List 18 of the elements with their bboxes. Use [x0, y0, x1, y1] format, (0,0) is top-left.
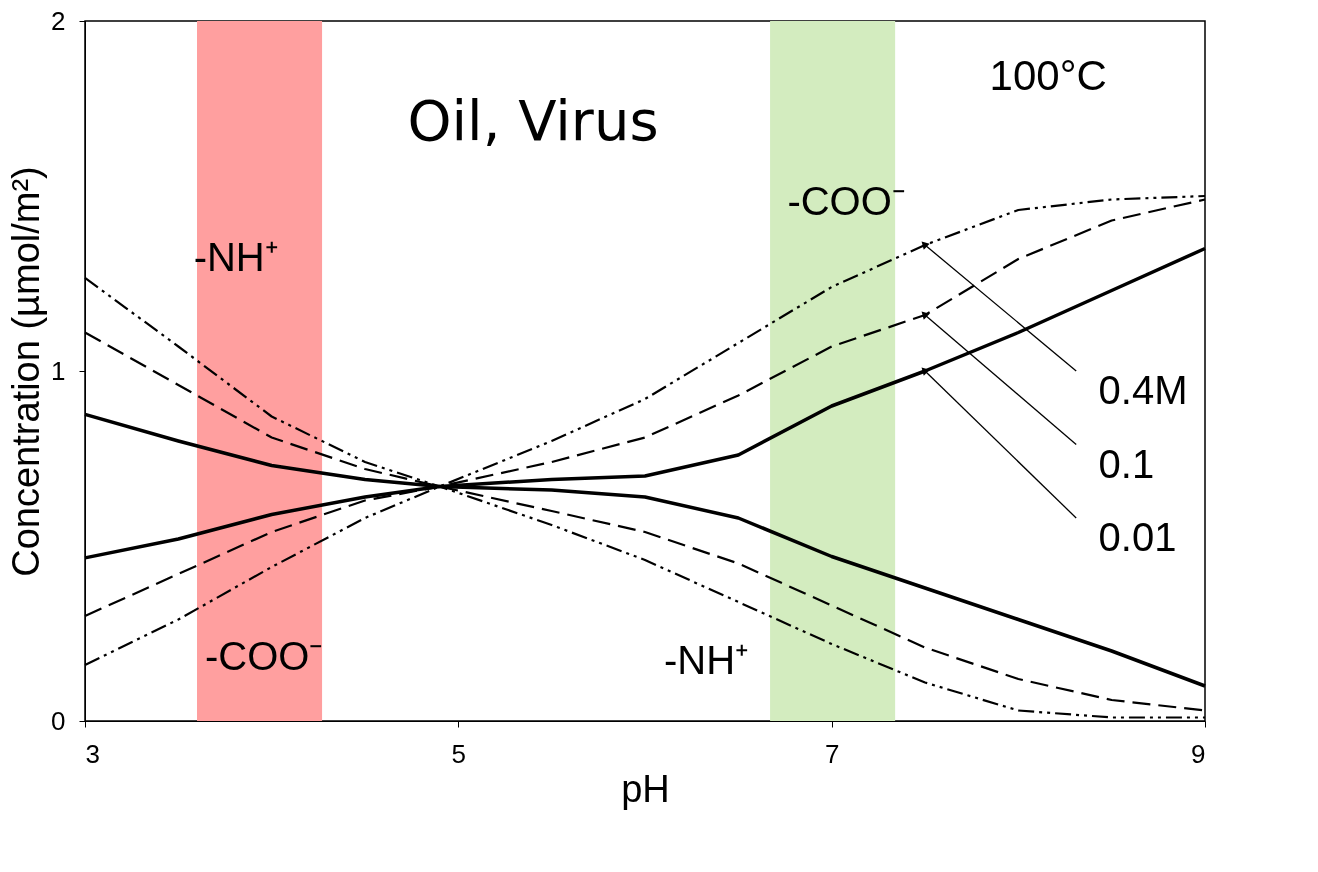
annotation: Oil, Virus	[407, 87, 659, 153]
y-tick-label: 2	[51, 5, 66, 36]
annotation: -COO⁻	[787, 179, 906, 223]
x-tick-label: 3	[85, 738, 100, 769]
x-tick-label: 9	[1191, 738, 1206, 769]
annotation: -NH⁺	[664, 637, 750, 682]
text: 0.01	[1098, 515, 1177, 559]
text: 0.1	[1098, 441, 1155, 486]
annotation: -NH⁺	[193, 235, 279, 279]
x-axis-title: pH	[621, 767, 670, 810]
y-axis-title: Concentration (µmol/m²)	[5, 166, 48, 577]
text: 0.4M	[1098, 368, 1188, 412]
y-tick-label: 0	[51, 705, 66, 736]
y-tick-label: 1	[51, 355, 66, 386]
x-tick-label: 5	[451, 738, 467, 769]
x-tick-label: 7	[824, 738, 840, 769]
annotation: 100°C	[989, 52, 1107, 99]
annotation: -COO⁻	[204, 634, 324, 678]
